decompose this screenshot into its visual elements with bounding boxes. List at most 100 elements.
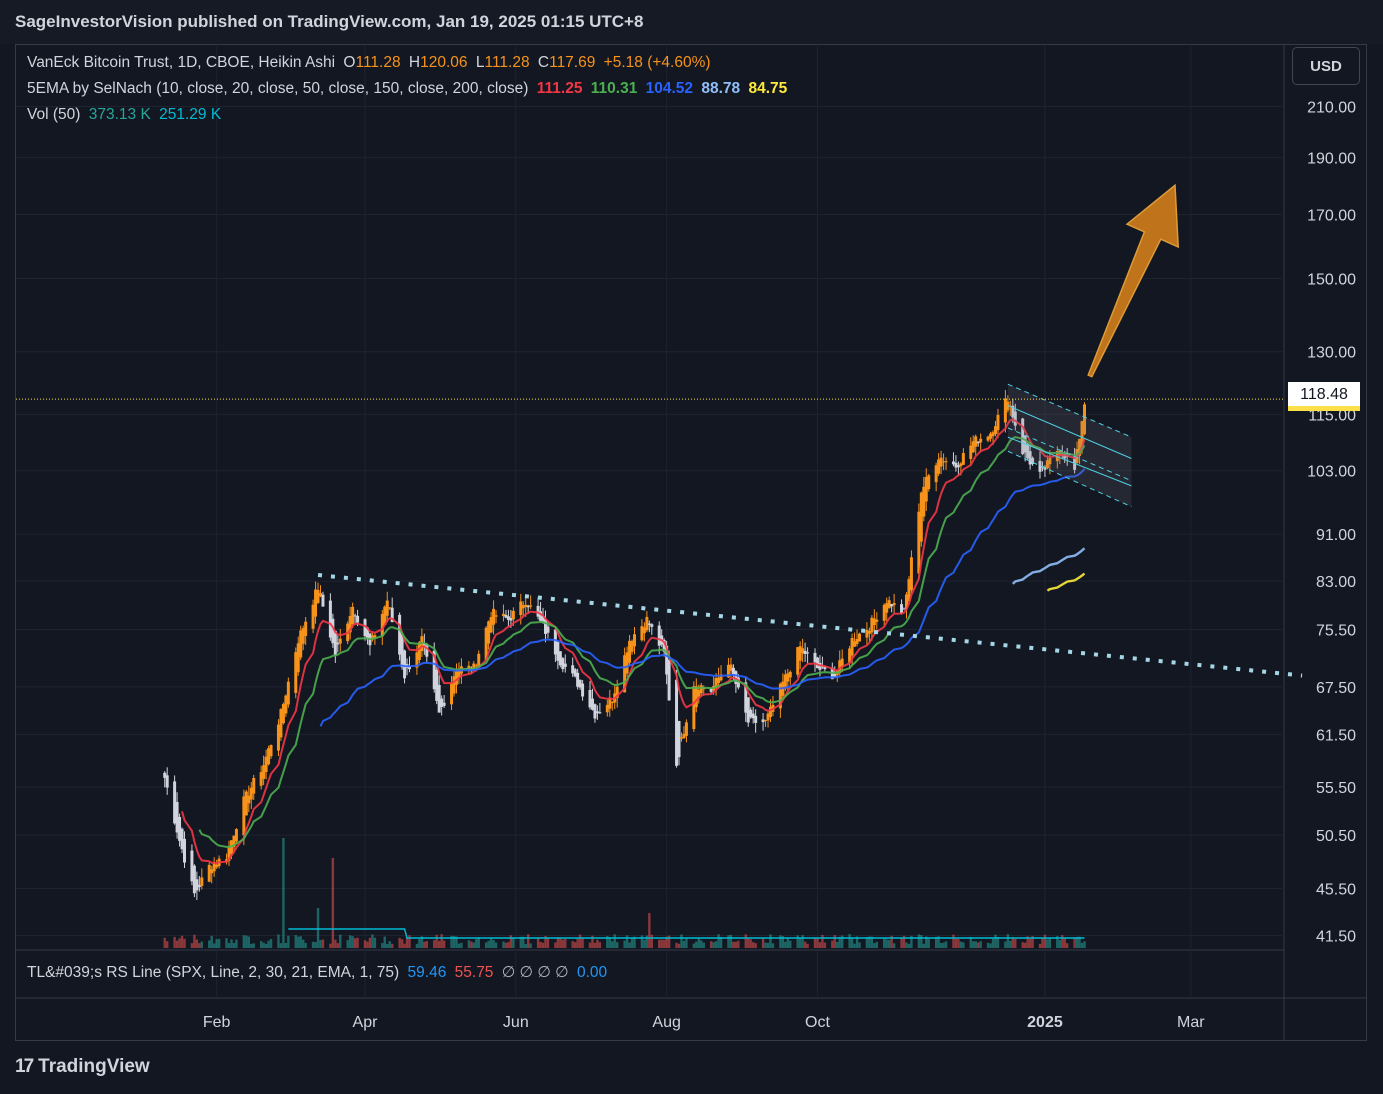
volume-bar <box>749 939 752 948</box>
candle-body <box>472 663 476 670</box>
volume-bar <box>611 941 614 948</box>
candle-body <box>338 638 342 644</box>
volume-bar <box>381 943 384 948</box>
volume-bar <box>576 938 579 948</box>
candle-body <box>744 682 748 713</box>
candle-body <box>939 457 943 467</box>
volume-bar <box>388 941 391 948</box>
volume-bar <box>494 942 498 948</box>
volume-bar <box>356 937 359 948</box>
volume-bar <box>962 942 965 948</box>
candle-body <box>979 438 983 443</box>
volume-bar <box>979 941 982 948</box>
volume-bar <box>994 934 997 948</box>
volume-bar <box>905 942 908 948</box>
price-tick-label: 130.00 <box>1307 345 1356 362</box>
resistance-trendline <box>317 573 1303 678</box>
volume-bar <box>368 937 372 948</box>
open-label: O <box>343 54 356 71</box>
candle-body <box>969 445 973 459</box>
candle-body <box>417 642 421 660</box>
candle-body <box>521 605 525 609</box>
volume-bar <box>697 938 700 948</box>
candle-body <box>553 629 557 655</box>
candle-body <box>937 459 941 474</box>
candle-body <box>489 617 493 633</box>
volume-bar <box>1083 941 1086 948</box>
candle-body <box>993 426 997 435</box>
candle-body <box>581 683 585 697</box>
volume-bar <box>885 939 888 948</box>
volume-bar <box>766 942 770 948</box>
volume-bar <box>779 935 782 948</box>
close-label: C <box>537 54 550 71</box>
volume-bar <box>784 941 787 948</box>
candle-body <box>529 605 533 607</box>
candle-body <box>657 625 661 646</box>
candle-body <box>647 623 651 625</box>
candle-body <box>633 634 637 647</box>
volume-bar <box>801 935 804 948</box>
candle-body <box>242 796 246 836</box>
volume-bar <box>230 939 233 948</box>
candle-body <box>764 720 768 722</box>
volume-bar <box>235 939 238 948</box>
candle-body <box>986 436 990 441</box>
candle-body <box>717 677 721 684</box>
candle-body <box>734 671 738 684</box>
volume-bar <box>504 942 508 948</box>
volume-bar <box>581 937 584 948</box>
volume-bar <box>648 913 651 948</box>
candle-body <box>385 600 389 616</box>
tradingview-logo[interactable]: 17 TradingView <box>15 1056 150 1078</box>
rs-legend[interactable]: TL&#039;s RS Line (SPX, Line, 2, 30, 21,… <box>27 963 611 982</box>
chart-frame[interactable] <box>15 44 1367 1041</box>
volume-bar <box>870 936 874 948</box>
candle-body <box>726 664 730 678</box>
currency-button[interactable]: USD <box>1292 47 1360 85</box>
volume-bar <box>363 940 367 948</box>
candle-body <box>227 847 231 861</box>
candle-body <box>709 688 713 692</box>
candle-body <box>922 486 926 517</box>
price-tick-label: 170.00 <box>1307 208 1356 225</box>
volume-bar <box>922 943 925 948</box>
volume-bar <box>512 938 515 948</box>
candle-body <box>450 683 454 705</box>
volume-bar <box>954 938 958 948</box>
volume-bar <box>450 935 453 948</box>
volume-bar <box>232 943 236 948</box>
volume-bar <box>630 937 634 948</box>
volume-bar <box>467 940 471 948</box>
candle-body <box>1045 460 1049 469</box>
volume-bar <box>764 942 767 948</box>
volume-bar <box>415 943 419 948</box>
ema-price-marker <box>1288 406 1360 411</box>
candle-body <box>642 627 646 634</box>
volume-bar <box>262 942 265 948</box>
candle-body <box>524 604 528 607</box>
candle-body <box>504 614 508 618</box>
candle-body <box>351 606 355 625</box>
volume-bar <box>593 942 597 948</box>
channel-fill <box>1007 384 1132 507</box>
candle-body <box>519 601 523 616</box>
main-legend[interactable]: VanEck Bitcoin Trust, 1D, CBOE, Heikin A… <box>27 54 715 72</box>
volume-legend[interactable]: Vol (50) 373.13 K 251.29 K <box>27 106 225 124</box>
candle-body <box>786 673 790 682</box>
candle-body <box>944 461 948 463</box>
volume-bar <box>972 941 975 948</box>
volume-bar <box>193 934 196 948</box>
candle-body <box>207 864 211 882</box>
candle-body <box>588 690 592 708</box>
candle-body <box>801 648 805 654</box>
candle-body <box>959 463 963 467</box>
candle-body <box>662 640 666 652</box>
volume-bar <box>855 936 859 948</box>
ema-legend[interactable]: 5EMA by SelNach (10, close, 20, close, 5… <box>27 80 791 98</box>
volume-bar <box>1048 937 1052 948</box>
candle-body <box>578 679 582 688</box>
volume-bar <box>301 939 305 948</box>
candle-body <box>692 686 696 730</box>
